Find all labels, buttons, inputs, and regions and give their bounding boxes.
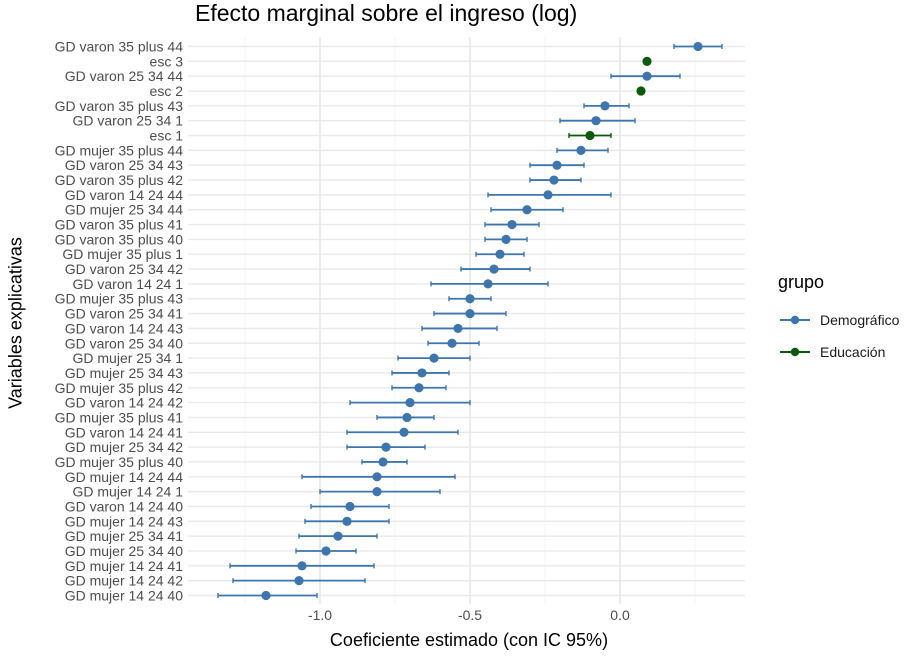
estimate-point xyxy=(294,576,304,586)
estimate-point xyxy=(522,205,532,215)
y-tick-label: GD mujer 25 34 1 xyxy=(73,350,184,366)
y-tick-label: GD mujer 35 plus 43 xyxy=(55,291,184,307)
y-tick-label: GD varon 25 34 44 xyxy=(65,68,184,84)
estimate-point xyxy=(453,323,463,334)
estimate-point xyxy=(552,160,562,170)
estimate-point xyxy=(429,353,439,363)
estimate-point xyxy=(585,130,595,141)
estimate-point xyxy=(372,487,382,497)
y-tick-label: GD mujer 35 plus 1 xyxy=(62,246,183,262)
estimate-point xyxy=(495,249,505,259)
y-tick-label: GD mujer 25 34 44 xyxy=(65,202,183,218)
estimate-point xyxy=(297,561,307,571)
estimate-point xyxy=(405,398,415,408)
x-axis-label: Coeficiente estimado (con IC 95%) xyxy=(329,630,609,650)
y-tick-label: GD mujer 14 24 44 xyxy=(65,469,183,485)
estimate-point xyxy=(507,219,517,230)
y-tick-label: GD mujer 14 24 40 xyxy=(65,588,183,604)
estimate-point xyxy=(372,472,382,482)
y-tick-label: GD mujer 35 plus 40 xyxy=(55,454,184,470)
estimate-point xyxy=(378,457,388,467)
y-tick-label: GD varon 35 plus 43 xyxy=(55,98,184,114)
estimate-point xyxy=(381,442,391,452)
estimate-point xyxy=(549,175,559,185)
legend-label-educacion: Educación xyxy=(820,344,886,360)
y-tick-label: GD varon 14 24 41 xyxy=(65,424,184,440)
estimate-point xyxy=(465,294,475,304)
x-tick-labels: -1.0 -0.5 0.0 xyxy=(308,607,630,623)
estimate-point xyxy=(642,56,652,66)
y-tick-label: esc 3 xyxy=(150,53,184,69)
estimate-point xyxy=(501,234,511,244)
grid-layer xyxy=(188,37,745,604)
legend-item-educacion: Educación xyxy=(778,336,899,368)
legend-item-demografico: Demográfico xyxy=(778,304,899,336)
y-tick-label: GD mujer 14 24 1 xyxy=(73,484,184,500)
legend: grupo Demográfico Educación xyxy=(778,272,899,368)
estimate-point xyxy=(465,308,475,319)
y-tick-label: GD varon 25 34 40 xyxy=(65,335,184,351)
estimate-point xyxy=(483,279,493,289)
x-tick-label: -1.0 xyxy=(308,607,332,623)
estimate-point xyxy=(642,71,652,81)
estimate-point xyxy=(414,383,424,393)
y-tick-label: GD varon 14 24 40 xyxy=(65,498,184,514)
y-tick-label: GD varon 25 34 42 xyxy=(65,261,184,277)
legend-label-demografico: Demográfico xyxy=(820,312,900,328)
y-tick-label: GD varon 25 34 43 xyxy=(65,157,184,173)
estimate-point xyxy=(342,516,352,526)
y-tick-label: GD varon 14 24 43 xyxy=(65,320,184,336)
y-tick-label: esc 2 xyxy=(150,83,184,99)
legend-title: grupo xyxy=(778,272,825,292)
y-tick-label: GD varon 35 plus 42 xyxy=(55,172,184,188)
y-tick-label: GD varon 35 plus 40 xyxy=(55,231,184,247)
y-tick-label: GD mujer 14 24 43 xyxy=(65,513,183,529)
data-marks xyxy=(217,41,723,601)
estimate-point xyxy=(543,190,553,200)
estimate-point xyxy=(417,368,427,378)
y-tick-label: GD mujer 35 plus 44 xyxy=(55,142,184,158)
estimate-point xyxy=(591,116,601,126)
estimate-point xyxy=(399,427,409,437)
estimate-point xyxy=(345,501,355,512)
chart-title: Efecto marginal sobre el ingreso (log) xyxy=(195,0,578,26)
y-tick-label: GD varon 14 24 42 xyxy=(65,395,184,411)
estimate-point xyxy=(576,145,586,155)
y-tick-label: GD mujer 25 34 42 xyxy=(65,439,183,455)
legend-key-educacion xyxy=(780,347,810,357)
y-tick-label: GD varon 35 plus 44 xyxy=(55,39,184,55)
legend-key-demografico xyxy=(780,315,810,325)
y-tick-label: GD varon 14 24 44 xyxy=(65,187,184,203)
estimate-point xyxy=(333,531,343,541)
estimate-point xyxy=(693,41,703,52)
x-tick-label: 0.0 xyxy=(610,607,630,623)
estimate-point xyxy=(636,86,646,96)
estimate-point xyxy=(261,590,271,601)
y-tick-label: GD mujer 14 24 41 xyxy=(65,558,183,574)
y-tick-label: GD mujer 35 plus 42 xyxy=(55,380,184,396)
y-tick-label: GD varon 14 24 1 xyxy=(72,276,183,292)
y-tick-label: GD varon 25 34 41 xyxy=(65,306,184,322)
y-tick-label: GD varon 35 plus 41 xyxy=(55,217,184,233)
y-tick-label: GD mujer 35 plus 41 xyxy=(55,409,184,425)
y-tick-label: GD mujer 25 34 41 xyxy=(65,528,183,544)
estimate-point xyxy=(321,546,331,556)
y-tick-label: GD varon 25 34 1 xyxy=(72,113,183,129)
y-tick-label: esc 1 xyxy=(150,128,184,144)
estimate-point xyxy=(402,412,412,423)
legend-dot-demografico xyxy=(790,315,800,325)
x-tick-label: -0.5 xyxy=(458,607,482,623)
estimate-point xyxy=(489,264,499,274)
legend-dot-educacion xyxy=(790,347,800,357)
y-tick-label: GD mujer 25 34 43 xyxy=(65,365,183,381)
y-tick-label: GD mujer 14 24 42 xyxy=(65,573,183,589)
estimate-point xyxy=(600,101,610,111)
y-tick-label: GD mujer 25 34 40 xyxy=(65,543,183,559)
estimate-point xyxy=(447,338,457,348)
